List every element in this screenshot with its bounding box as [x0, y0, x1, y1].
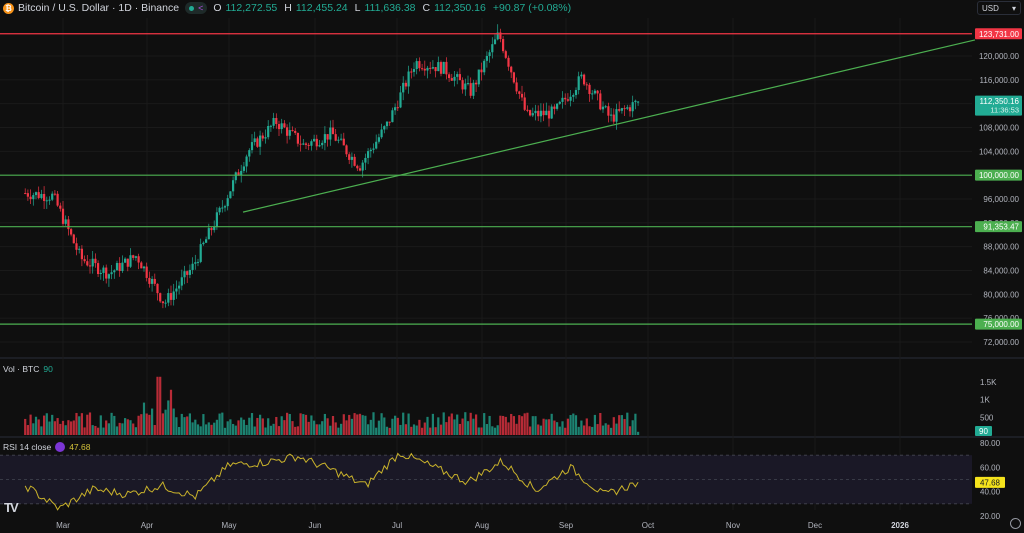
- svg-text:11:36:53: 11:36:53: [990, 106, 1019, 115]
- high-value: 112,455.24: [295, 2, 348, 14]
- volume-label: Vol · BTC: [3, 364, 40, 374]
- svg-text:Oct: Oct: [642, 521, 655, 530]
- change-value: +90.87 (+0.08%): [492, 2, 572, 14]
- close-label: C: [422, 2, 431, 14]
- svg-text:123,731.00: 123,731.00: [979, 30, 1020, 39]
- svg-text:104,000.00: 104,000.00: [979, 147, 1020, 156]
- svg-text:500: 500: [980, 413, 994, 422]
- svg-text:60.00: 60.00: [980, 463, 1001, 472]
- rsi-value: 47.68: [69, 442, 91, 452]
- svg-text:Apr: Apr: [141, 521, 154, 530]
- tradingview-logo-icon[interactable]: TV: [4, 500, 19, 515]
- svg-text:112,350.16: 112,350.16: [980, 97, 1020, 106]
- svg-text:116,000.00: 116,000.00: [980, 76, 1020, 85]
- svg-text:Jun: Jun: [309, 521, 322, 530]
- open-label: O: [213, 2, 222, 14]
- symbol-legend: ₿ Bitcoin / U.S. Dollar · 1D · Binance <…: [3, 1, 574, 15]
- svg-text:Aug: Aug: [475, 521, 489, 530]
- svg-text:Mar: Mar: [56, 521, 70, 530]
- open-value: 112,272.55: [225, 2, 278, 14]
- bitcoin-icon: ₿: [3, 2, 14, 14]
- market-open-dot-icon: [189, 5, 195, 11]
- svg-text:96,000.00: 96,000.00: [983, 195, 1019, 204]
- symbol-title[interactable]: Bitcoin / U.S. Dollar · 1D · Binance: [18, 2, 180, 14]
- rsi-indicator-icon: [55, 442, 66, 452]
- volume-value: 90: [43, 364, 53, 374]
- svg-text:80,000.00: 80,000.00: [983, 290, 1019, 299]
- svg-text:80.00: 80.00: [980, 439, 1001, 448]
- svg-text:May: May: [221, 521, 236, 530]
- svg-text:90: 90: [979, 427, 988, 436]
- low-value: 111,636.38: [364, 2, 416, 14]
- svg-text:Jul: Jul: [392, 521, 402, 530]
- svg-text:120,000.00: 120,000.00: [979, 52, 1020, 61]
- high-label: H: [284, 2, 292, 14]
- svg-text:1.5K: 1.5K: [980, 378, 997, 387]
- settings-icon[interactable]: [1010, 518, 1021, 529]
- svg-text:72,000.00: 72,000.00: [983, 338, 1019, 347]
- svg-text:47.68: 47.68: [980, 478, 1001, 487]
- svg-text:91,353.47: 91,353.47: [983, 223, 1019, 232]
- rsi-label: RSI 14 close: [3, 442, 52, 452]
- currency-value: USD: [982, 3, 999, 13]
- volume-legend[interactable]: Vol · BTC 90: [3, 364, 53, 374]
- svg-text:Dec: Dec: [808, 521, 822, 530]
- svg-text:84,000.00: 84,000.00: [983, 267, 1019, 276]
- svg-text:2026: 2026: [891, 521, 909, 530]
- low-label: L: [354, 2, 361, 14]
- share-icon: <: [198, 3, 204, 13]
- svg-text:40.00: 40.00: [980, 488, 1001, 497]
- svg-text:75,000.00: 75,000.00: [983, 320, 1019, 329]
- svg-text:Sep: Sep: [559, 521, 574, 530]
- svg-text:20.00: 20.00: [980, 512, 1001, 521]
- svg-text:100,000.00: 100,000.00: [979, 171, 1020, 180]
- market-status[interactable]: <: [185, 2, 208, 14]
- svg-text:1K: 1K: [980, 396, 990, 405]
- currency-selector[interactable]: USD ▾: [977, 1, 1021, 15]
- svg-text:Nov: Nov: [726, 521, 740, 530]
- svg-text:88,000.00: 88,000.00: [983, 243, 1019, 252]
- rsi-legend[interactable]: RSI 14 close 47.68: [3, 442, 90, 452]
- chevron-down-icon: ▾: [1011, 3, 1016, 13]
- svg-text:108,000.00: 108,000.00: [979, 124, 1020, 133]
- close-value: 112,350.16: [434, 2, 486, 14]
